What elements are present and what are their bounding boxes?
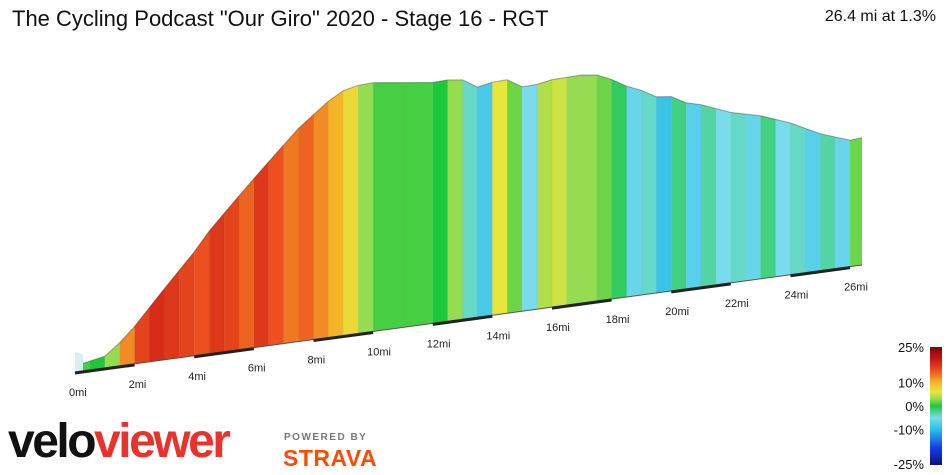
distance-axis: 0mi 2mi 4mi 6mi 8mi 10mi 12mi 14mi 16mi 18mi 20mi 2… — [69, 264, 868, 399]
profile-side-face — [74, 74, 863, 372]
profile-segment — [372, 82, 404, 332]
profile-segment — [134, 306, 150, 365]
x-tick-label: 18mi — [606, 314, 630, 326]
x-tick-label: 10mi — [367, 346, 391, 358]
x-tick-label: 4mi — [188, 371, 206, 383]
profile-segment — [208, 212, 225, 355]
profile-segment — [238, 177, 255, 350]
profile-segment — [551, 77, 568, 308]
x-tick-label: 24mi — [784, 290, 808, 302]
profile-segment — [313, 100, 329, 340]
axis-mile-strip — [432, 314, 493, 326]
profile-segment — [790, 122, 806, 276]
profile-segment — [745, 113, 761, 282]
axis-mile-strip — [74, 363, 135, 375]
axis-mile-strip — [194, 347, 255, 359]
profile-segment — [298, 114, 314, 342]
profile-segment — [223, 195, 240, 353]
legend-label: -10% — [894, 423, 925, 438]
legend-color-bar — [930, 347, 942, 465]
profile-segment — [283, 127, 299, 344]
logo-viewer: viewer — [94, 415, 231, 468]
profile-segment — [581, 74, 597, 304]
axis-mile-strip — [790, 266, 851, 278]
profile-segment — [670, 96, 687, 292]
profile-segment — [477, 81, 493, 318]
axis-mile-strip — [551, 298, 612, 310]
legend-label: 0% — [905, 399, 924, 414]
profile-segment — [357, 82, 374, 334]
profile-segment — [656, 96, 672, 294]
profile-segment — [193, 230, 210, 357]
profile-segment — [596, 74, 612, 302]
profile-segment — [820, 133, 836, 271]
x-tick-label: 0mi — [69, 387, 87, 399]
profile-segment — [536, 79, 553, 310]
x-tick-label: 12mi — [427, 338, 451, 350]
profile-segment — [834, 136, 851, 269]
profile-segment — [343, 84, 359, 336]
x-tick-label: 20mi — [665, 306, 689, 318]
profile-segment — [775, 119, 791, 278]
x-tick-label: 26mi — [844, 282, 868, 294]
profile-segment — [119, 325, 135, 367]
profile-start-face — [75, 352, 83, 372]
x-tick-label: 22mi — [725, 298, 749, 310]
profile-segment — [849, 137, 863, 267]
profile-segment — [626, 85, 642, 298]
profile-segment — [447, 79, 463, 322]
chart-title: The Cycling Podcast "Our Giro" 2020 - St… — [12, 6, 549, 31]
strava-logo[interactable]: STRAVA — [283, 445, 378, 471]
profile-segment — [149, 287, 165, 363]
axis-mile-strip — [313, 330, 374, 343]
x-tick-label: 8mi — [307, 355, 325, 367]
profile-segment — [641, 90, 657, 296]
profile-segment — [104, 342, 120, 369]
distance-gradient-summary: 26.4 mi at 1.3% — [824, 8, 936, 25]
x-tick-label: 2mi — [129, 379, 147, 391]
profile-segment — [268, 144, 284, 346]
profile-color-bands — [74, 74, 863, 373]
profile-segment — [507, 79, 523, 314]
legend-label: -25% — [894, 457, 925, 472]
profile-segment — [715, 108, 732, 286]
profile-segment — [521, 84, 538, 312]
profile-segment — [253, 160, 270, 348]
profile-segment — [432, 79, 448, 324]
profile-segment — [328, 90, 344, 338]
legend-label: 25% — [898, 340, 924, 355]
veloviewer-logo[interactable]: veloviewer — [8, 415, 231, 468]
profile-top-edge — [74, 74, 863, 367]
axis-mile-strip — [671, 282, 732, 294]
profile-segment — [462, 79, 478, 320]
profile-segment — [700, 104, 717, 288]
profile-segment — [760, 115, 776, 280]
profile-segment — [730, 112, 746, 284]
gradient-legend: 25% 10% 0% -10% -25% — [894, 340, 942, 472]
x-tick-label: 6mi — [248, 363, 266, 375]
profile-segment — [685, 102, 702, 290]
x-tick-label: 16mi — [546, 322, 570, 334]
powered-by-label: POWERED BY — [284, 432, 368, 443]
profile-segment — [402, 82, 433, 328]
profile-segment — [164, 269, 180, 361]
logo-velo: velo — [8, 415, 97, 468]
profile-segment — [611, 79, 627, 300]
legend-label: 10% — [898, 375, 924, 390]
profile-segment — [805, 128, 821, 273]
profile-segment — [566, 74, 583, 306]
x-tick-label: 14mi — [486, 330, 510, 342]
profile-segment — [492, 79, 508, 316]
